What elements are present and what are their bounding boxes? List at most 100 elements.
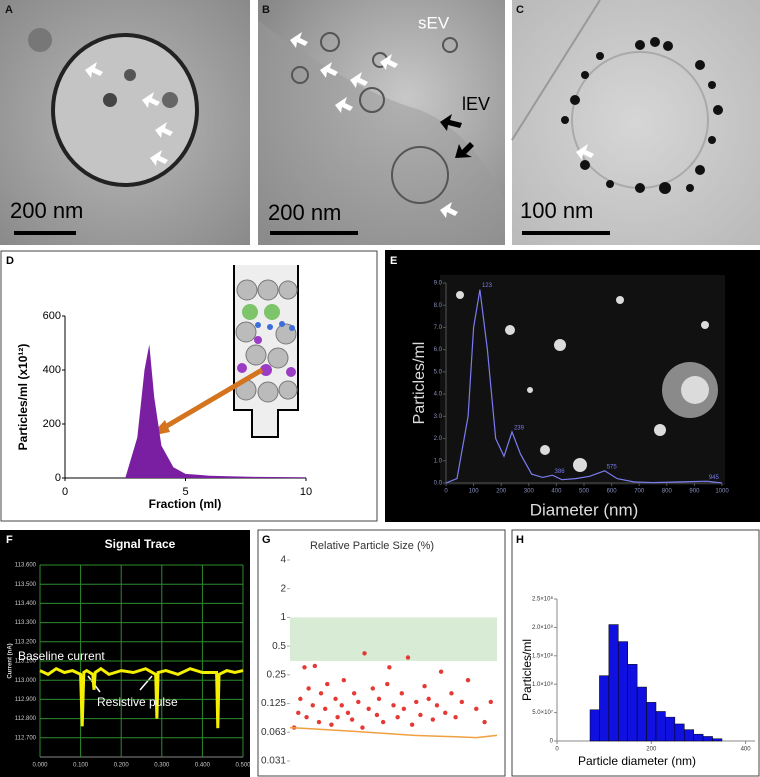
y-tick-label: 600 xyxy=(43,310,61,322)
point xyxy=(391,703,396,708)
y-tick-label: 200 xyxy=(43,418,61,430)
blob xyxy=(162,92,178,108)
nta-particles xyxy=(456,291,718,472)
point xyxy=(296,710,301,716)
point xyxy=(418,712,423,718)
x-tick-label: 0.200 xyxy=(114,763,130,769)
annotation: Baseline current xyxy=(18,649,105,663)
y-tick-label: 113.600 xyxy=(15,563,37,569)
y-tick-label: 113.100 xyxy=(15,659,37,665)
y-tick-label: 1 xyxy=(280,612,286,623)
x-tick-label: 0 xyxy=(555,747,559,753)
point xyxy=(474,706,479,712)
point xyxy=(399,691,404,696)
x-axis-label: Particle diameter (nm) xyxy=(578,754,696,768)
bar xyxy=(618,641,628,742)
arrow xyxy=(576,144,594,160)
y-tick-label: 0.031 xyxy=(261,756,286,767)
y-tick-label: 2 xyxy=(280,583,286,594)
y-axis-label: Current (nA) xyxy=(8,643,14,678)
bar xyxy=(712,738,723,742)
point xyxy=(341,677,347,683)
y-tick-label: 0 xyxy=(550,739,554,745)
bar xyxy=(636,686,647,742)
x-tick-label: 0 xyxy=(62,486,68,498)
chart-title: Signal Trace xyxy=(105,537,176,551)
peak-label: 239 xyxy=(514,425,525,431)
y-tick-label: 113.400 xyxy=(15,601,37,607)
point xyxy=(333,696,338,702)
x-axis-label: Fraction (ml) xyxy=(149,497,222,511)
x-tick-label: 600 xyxy=(607,489,618,495)
trace xyxy=(39,666,244,729)
x-tick-label: 400 xyxy=(551,489,562,495)
peak-label: 575 xyxy=(607,464,618,470)
y-tick-label: 4.0 xyxy=(434,392,443,398)
arrows xyxy=(440,114,474,158)
point xyxy=(356,699,361,705)
point xyxy=(322,706,328,712)
x-tick-label: 500 xyxy=(579,489,590,495)
point xyxy=(312,663,318,669)
panel-label: F xyxy=(6,534,13,546)
bar xyxy=(608,624,619,742)
area xyxy=(125,344,306,478)
panel-f-background xyxy=(0,530,250,777)
y-tick-label: 7.0 xyxy=(434,325,443,331)
x-tick-label: 100 xyxy=(469,489,480,495)
point xyxy=(438,669,444,674)
micrograph-c: C 100 nm xyxy=(511,0,760,245)
micrograph-a: A 200 nm xyxy=(0,0,250,245)
point xyxy=(298,696,303,702)
y-axis-label: Particles/ml xyxy=(520,639,534,701)
point xyxy=(349,717,355,722)
peak-label: 945 xyxy=(709,475,720,481)
x-tick-label: 0.100 xyxy=(73,763,89,769)
x-tick-label: 400 xyxy=(741,747,752,753)
point xyxy=(434,703,440,708)
point xyxy=(351,691,357,696)
x-tick-label: 900 xyxy=(689,489,700,495)
point xyxy=(325,681,330,687)
point xyxy=(362,651,367,656)
x-tick-label: 5 xyxy=(182,486,188,498)
annotation: Resistive pulse xyxy=(97,695,178,709)
vesicles xyxy=(291,32,458,204)
band xyxy=(290,617,497,661)
trend-line xyxy=(289,726,498,739)
point xyxy=(380,719,386,725)
stain xyxy=(258,20,505,245)
point xyxy=(302,665,307,670)
peak-label: 123 xyxy=(482,283,493,289)
micrograph-b: B sEV lEV 200 nm xyxy=(258,0,505,245)
y-tick-label: 112.800 xyxy=(15,716,37,722)
point xyxy=(488,699,493,705)
y-tick-label: 4 xyxy=(280,555,286,566)
panel-label: B xyxy=(262,4,270,16)
point xyxy=(395,714,400,720)
scale-bar xyxy=(270,231,358,235)
y-tick-label: 0.125 xyxy=(261,698,286,709)
y-tick-label: 0.5 xyxy=(272,641,286,652)
panel-label: E xyxy=(390,255,397,267)
y-tick-label: 1.5×10⁸ xyxy=(532,652,554,659)
point xyxy=(449,691,454,696)
column-diagram xyxy=(233,265,299,438)
y-tick-label: 1.0×10⁸ xyxy=(532,681,554,688)
scale-bar-label: 100 nm xyxy=(520,198,593,223)
point xyxy=(339,703,344,708)
point xyxy=(370,686,375,691)
point xyxy=(345,710,351,716)
point xyxy=(306,686,311,691)
point xyxy=(335,714,340,720)
x-tick-label: 0.300 xyxy=(154,763,170,769)
peak-label: 386 xyxy=(555,469,566,475)
y-tick-label: 113.500 xyxy=(15,582,37,588)
y-tick-label: 1.0 xyxy=(434,458,443,464)
x-tick-label: 10 xyxy=(300,486,312,498)
point xyxy=(401,706,407,712)
point xyxy=(443,710,448,716)
scale-bar xyxy=(14,231,76,235)
x-axis-label: Diameter (nm) xyxy=(530,500,639,519)
x-tick-label: 300 xyxy=(524,489,535,495)
